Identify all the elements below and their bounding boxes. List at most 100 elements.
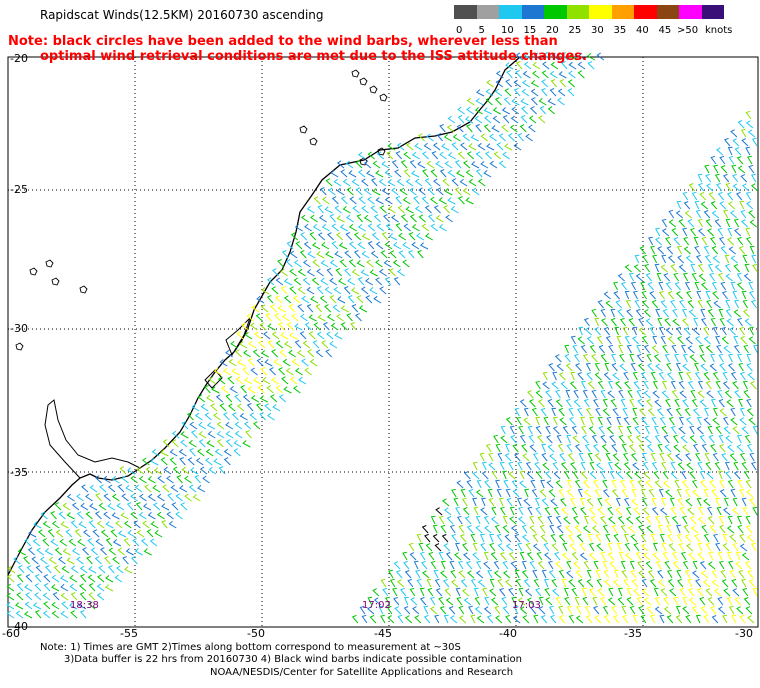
wind-barb [483, 170, 492, 178]
wind-barb [575, 363, 582, 372]
wind-barb [74, 529, 82, 538]
wind-barb [515, 578, 522, 588]
wind-barb [738, 569, 745, 579]
wind-barb [715, 497, 720, 507]
wind-barb [388, 268, 396, 277]
wind-barb [535, 390, 543, 399]
wind-barb [742, 254, 748, 264]
wind-barb [676, 200, 682, 210]
wind-barb [618, 389, 624, 399]
wind-barb [394, 169, 402, 178]
wind-barb [650, 533, 656, 543]
wind-barb [687, 345, 695, 354]
wind-barb [316, 268, 324, 277]
wind-barb [617, 273, 625, 282]
wind-barb [339, 259, 347, 268]
wind-barb [643, 390, 651, 399]
wind-barb [622, 452, 629, 462]
wind-barb [577, 579, 585, 588]
wind-barb [602, 479, 608, 489]
wind-barb [634, 254, 640, 264]
wind-barb [585, 614, 593, 624]
wind-barb [580, 471, 588, 480]
wind-barb [637, 560, 644, 570]
wind-barb [333, 178, 342, 187]
wind-barb [234, 421, 243, 430]
wind-barb [628, 272, 635, 282]
pass-time-3: 17:03 [512, 600, 541, 611]
wind-barb [636, 344, 641, 354]
wind-barb [366, 170, 375, 178]
wind-barb [168, 520, 177, 529]
wind-barb [720, 165, 728, 174]
wind-barb [501, 107, 510, 115]
wind-barb [706, 390, 714, 399]
wind-barb [658, 290, 665, 300]
wind-barb [714, 219, 722, 228]
wind-barb [363, 214, 372, 223]
wind-barb [699, 399, 707, 408]
wind-barb [749, 245, 755, 255]
wind-barb [510, 525, 519, 534]
wind-barb [630, 281, 637, 291]
wind-barb [665, 489, 673, 498]
wind-barb [680, 470, 687, 480]
wind-barb [739, 533, 746, 543]
wind-barb [560, 381, 568, 390]
wind-barb [499, 461, 505, 471]
wind-barb [501, 596, 508, 606]
wind-barb [532, 70, 540, 79]
wind-barb [644, 435, 652, 444]
wind-barb [605, 533, 611, 543]
wind-barb [443, 578, 450, 588]
wind-barb [472, 461, 478, 471]
wind-barb [389, 250, 397, 259]
wind-barb [335, 268, 342, 277]
wind-barb [555, 561, 563, 570]
wind-barb [222, 367, 231, 376]
wind-barb [412, 606, 420, 615]
wind-barb [369, 287, 378, 295]
wind-barb [675, 407, 682, 417]
wind-barb [160, 457, 168, 466]
wind-barb [570, 497, 576, 507]
wind-barb [623, 533, 629, 543]
wind-barb [577, 372, 584, 381]
wind-barb [307, 349, 315, 358]
wind-barb [361, 178, 369, 187]
wind-barb [586, 579, 594, 588]
wind-barb [573, 353, 580, 363]
wind-barb [647, 570, 655, 579]
wind-barb [408, 232, 416, 241]
wind-barb [625, 299, 632, 309]
wind-barb [423, 605, 429, 615]
wind-barb [474, 115, 483, 124]
wind-barb [572, 435, 580, 444]
wind-barb [210, 403, 218, 412]
wind-barb [730, 255, 739, 264]
wind-barb [571, 425, 578, 435]
wind-barb [379, 205, 387, 214]
wind-barb [545, 425, 551, 435]
wind-barb [682, 308, 687, 318]
wind-barb [489, 160, 498, 169]
wind-barb [577, 70, 585, 79]
wind-barb [225, 430, 234, 439]
wind-barb [490, 516, 499, 525]
wind-barb [655, 515, 661, 525]
wind-barb [34, 592, 42, 601]
wind-barb [451, 488, 457, 498]
wind-barb [687, 300, 694, 309]
wind-barb [555, 399, 563, 408]
lon-label-55: -55 [120, 627, 138, 640]
wind-barb [258, 340, 266, 349]
wind-barb [539, 524, 546, 534]
wind-barb [581, 435, 589, 444]
wind-barb [541, 79, 549, 88]
wind-barb [535, 587, 542, 597]
wind-barb [586, 372, 593, 381]
wind-barb [655, 237, 663, 246]
wind-barb [529, 525, 537, 534]
wind-barb [602, 524, 609, 534]
wind-barb [380, 578, 387, 588]
